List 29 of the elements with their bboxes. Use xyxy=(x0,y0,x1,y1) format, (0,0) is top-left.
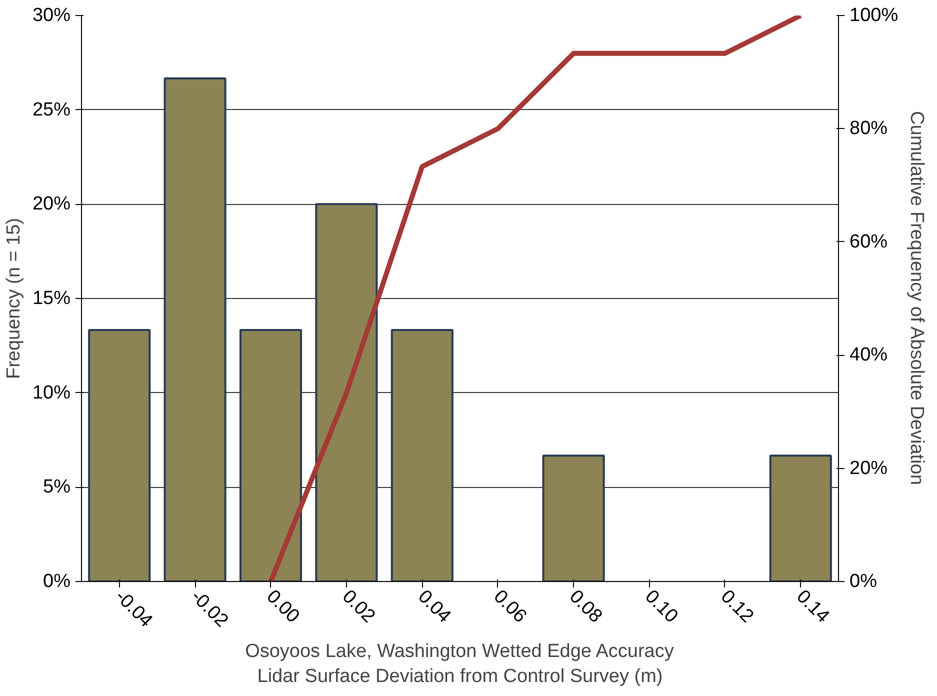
x-tick-label: 0.04 xyxy=(414,586,455,628)
x-tick-label: 0.14 xyxy=(792,586,834,628)
bar xyxy=(315,203,378,582)
y2-tick-label: 80% xyxy=(850,118,888,140)
y2-tick-label: 100% xyxy=(850,5,898,26)
y-tick-label: 5% xyxy=(43,476,71,498)
bar xyxy=(390,329,454,582)
y2-axis-title: Cumulative Frequency of Absolute Deviation xyxy=(906,111,928,485)
bar xyxy=(769,454,832,582)
bar xyxy=(164,77,226,582)
x-tick-label: 0.06 xyxy=(489,586,530,628)
x-tick-label: 0.08 xyxy=(565,586,606,628)
y2-tick-label: 60% xyxy=(850,231,888,252)
y2-tick-label: 0% xyxy=(850,571,878,592)
y-tick-label: 25% xyxy=(32,99,71,120)
x-axis-title: Osoyoos Lake, Washington Wetted Edge Accuracy Lidar Surface Deviation from Control Survey (m) xyxy=(245,641,674,688)
y2-tick-label: 40% xyxy=(850,344,888,366)
bar xyxy=(88,329,151,582)
y-tick-label: 20% xyxy=(32,194,71,215)
y2-tick-label: 20% xyxy=(850,458,888,479)
bar xyxy=(239,329,302,582)
x-tick-label: 0.10 xyxy=(640,586,682,628)
y-axis-title: Frequency (n = 15) xyxy=(3,218,24,380)
bar xyxy=(542,454,605,582)
x-tick-label: 0.00 xyxy=(262,586,304,628)
y-tick-label: 0% xyxy=(43,571,71,592)
y-tick-label: 30% xyxy=(32,5,71,26)
y-tick-label: 10% xyxy=(32,382,71,404)
y-tick-label: 15% xyxy=(32,288,71,309)
